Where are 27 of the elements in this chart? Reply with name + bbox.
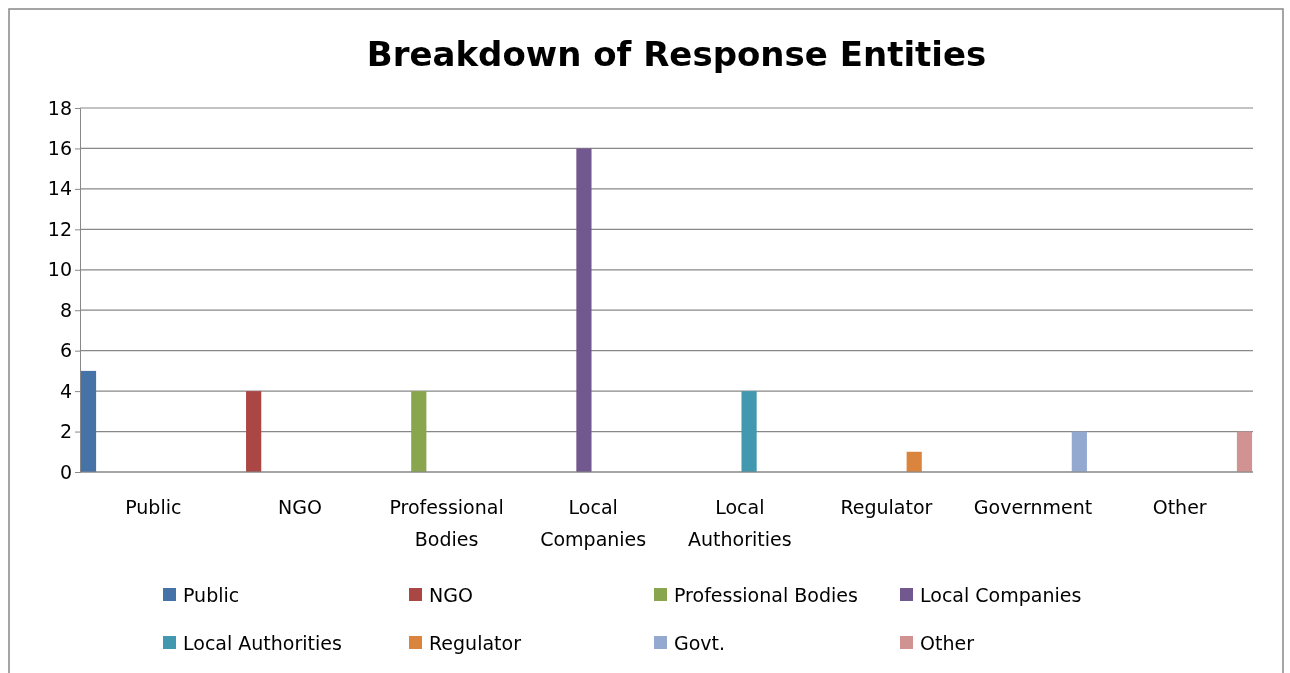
legend-label: Local Companies xyxy=(920,584,1082,606)
y-tick-label: 10 xyxy=(47,258,72,281)
x-tick-label: Public xyxy=(125,496,182,518)
x-tick-label: NGO xyxy=(277,496,322,518)
y-tick-label: 14 xyxy=(47,177,72,200)
x-tick-label: Local Companies xyxy=(540,496,647,550)
legend-label: Govt. xyxy=(674,632,726,654)
y-tick-label: 4 xyxy=(59,379,72,402)
legend-label: Local Authorities xyxy=(183,632,342,654)
y-tick-label: 18 xyxy=(47,96,72,119)
y-tick-label: 8 xyxy=(59,298,72,321)
chart-title: Breakdown of Response Entities xyxy=(366,34,987,74)
legend-label: Other xyxy=(920,632,975,654)
y-tick-label: 0 xyxy=(59,460,72,483)
y-tick-label: 2 xyxy=(59,420,72,443)
x-tick-label: Regulator xyxy=(840,496,933,518)
y-tick-label: 16 xyxy=(47,137,72,160)
y-tick-label: 12 xyxy=(47,217,72,240)
y-tick-label: 6 xyxy=(59,339,72,362)
legend-label: Public xyxy=(183,584,240,606)
legend-label: NGO xyxy=(429,584,473,606)
legend-label: Regulator xyxy=(429,632,522,654)
x-tick-label: Professional Bodies xyxy=(389,496,504,550)
legend-label: Professional Bodies xyxy=(674,584,858,606)
x-tick-label: Other xyxy=(1152,496,1207,518)
x-tick-label: Local Authorities xyxy=(688,496,792,550)
x-tick-label: Government xyxy=(973,496,1093,518)
